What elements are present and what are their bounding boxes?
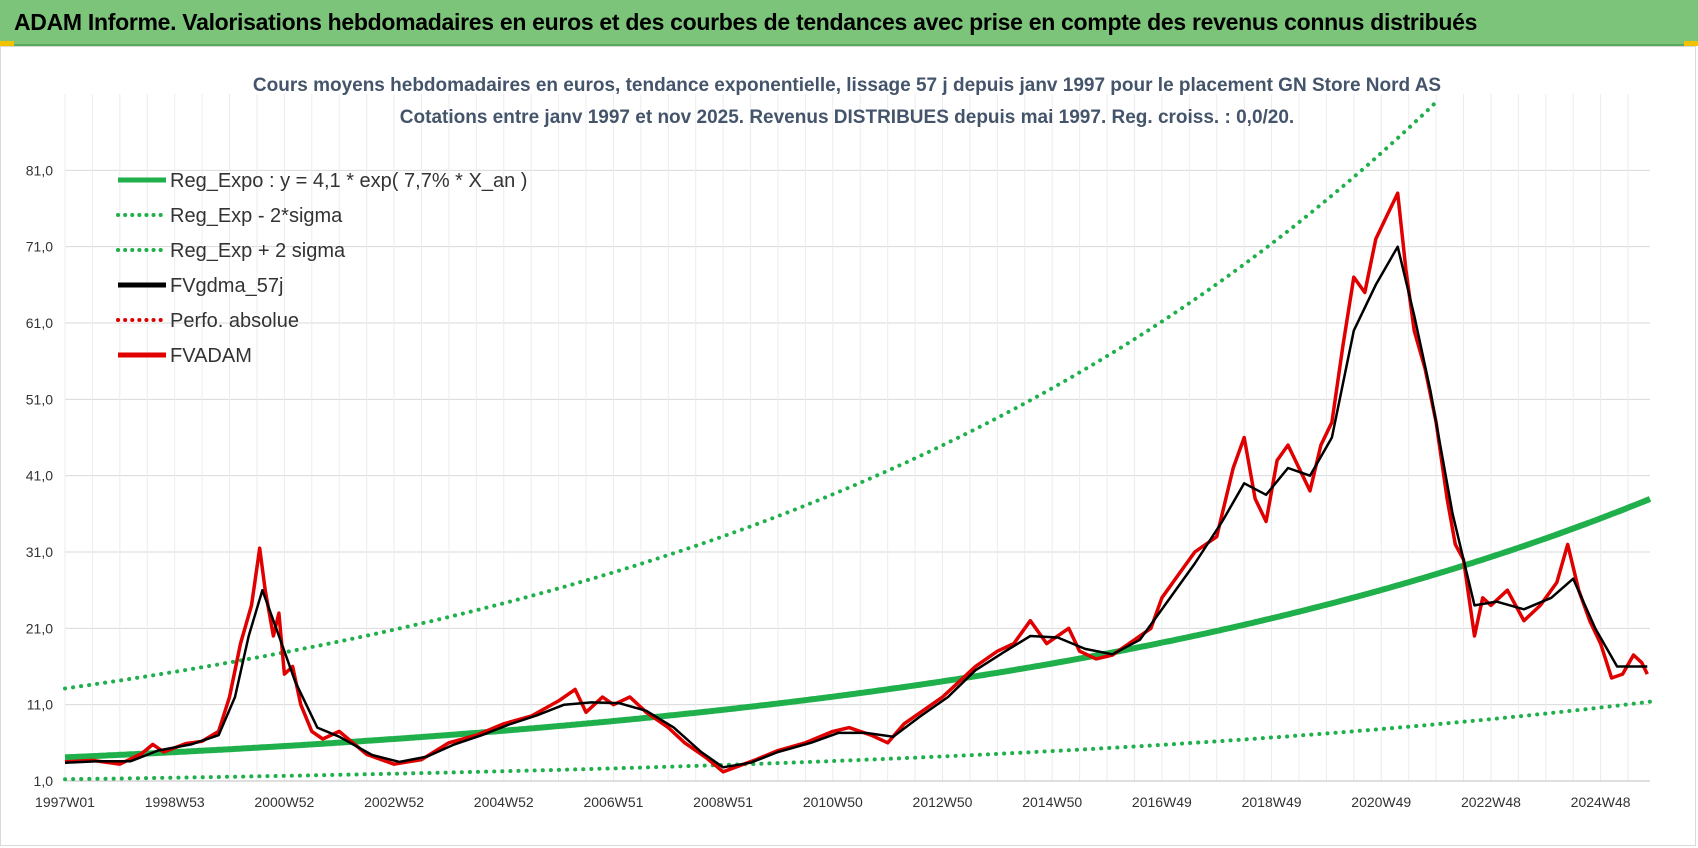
x-tick-label: 2000W52: [254, 794, 314, 810]
page-title: ADAM Informe. Valorisations hebdomadaire…: [14, 9, 1478, 35]
series-reg-lower: [63, 699, 1652, 782]
series-fvadam: [64, 191, 1649, 774]
x-tick-label: 2004W52: [474, 794, 534, 810]
x-tick-label: 1997W01: [35, 794, 95, 810]
y-tick-label: 21,0: [26, 620, 53, 636]
header-bar: ADAM Informe. Valorisations hebdomadaire…: [0, 0, 1698, 46]
grid-lines: [64, 94, 1650, 782]
corner-marker-right: [1684, 41, 1698, 46]
corner-marker-left: [0, 41, 14, 46]
legend: Reg_Expo : y = 4,1 * exp( 7,7% * X_an ) R…: [116, 170, 527, 367]
y-tick-label: 81,0: [26, 162, 53, 178]
legend-label: Perfo. absolue: [170, 310, 299, 332]
y-tick-label: 11,0: [27, 697, 53, 713]
y-tick-label: 1,0: [34, 773, 54, 789]
series-reg-expo: [64, 496, 1652, 761]
chart-title-line-1: Cours moyens hebdomadaires en euros, ten…: [253, 75, 1441, 96]
y-axis-ticks: 1,0 11,0 21,0 31,0 41,0 51,0 61,0 71,0 81,0: [26, 162, 53, 789]
x-tick-label: 2002W52: [364, 794, 424, 810]
x-tick-label: 2018W49: [1242, 794, 1302, 810]
x-tick-label: 1998W53: [145, 794, 205, 810]
legend-label: Reg_Exp - 2*sigma: [170, 205, 343, 227]
legend-label: Reg_Expo : y = 4,1 * exp( 7,7% * X_an ): [170, 170, 527, 192]
series-layer: [63, 97, 1652, 782]
legend-label: FVgdma_57j: [170, 275, 283, 297]
x-tick-label: 2014W50: [1022, 794, 1082, 810]
series-reg-upper: [63, 97, 1441, 691]
y-tick-label: 71,0: [26, 239, 53, 255]
x-tick-label: 2016W49: [1132, 794, 1192, 810]
series-fvgdma-57j: [64, 245, 1648, 769]
x-tick-label: 2022W48: [1461, 794, 1521, 810]
chart-frame: [0, 46, 1696, 846]
chart-title-line-2: Cotations entre janv 1997 et nov 2025. R…: [400, 107, 1294, 128]
y-tick-label: 41,0: [26, 468, 53, 484]
y-tick-label: 31,0: [26, 544, 53, 560]
x-tick-label: 2020W49: [1351, 794, 1411, 810]
y-tick-label: 61,0: [26, 315, 53, 331]
legend-label: FVADAM: [170, 345, 252, 367]
x-tick-label: 2008W51: [693, 794, 753, 810]
legend-label: Reg_Exp + 2 sigma: [170, 240, 346, 262]
x-tick-label: 2006W51: [583, 794, 643, 810]
y-tick-label: 51,0: [26, 391, 53, 407]
x-axis-ticks: 1997W01 1998W53 2000W52 2002W52 2004W52 2006W…: [35, 794, 1631, 810]
x-tick-label: 2010W50: [803, 794, 863, 810]
x-tick-label: 2012W50: [913, 794, 973, 810]
x-tick-label: 2024W48: [1571, 794, 1631, 810]
